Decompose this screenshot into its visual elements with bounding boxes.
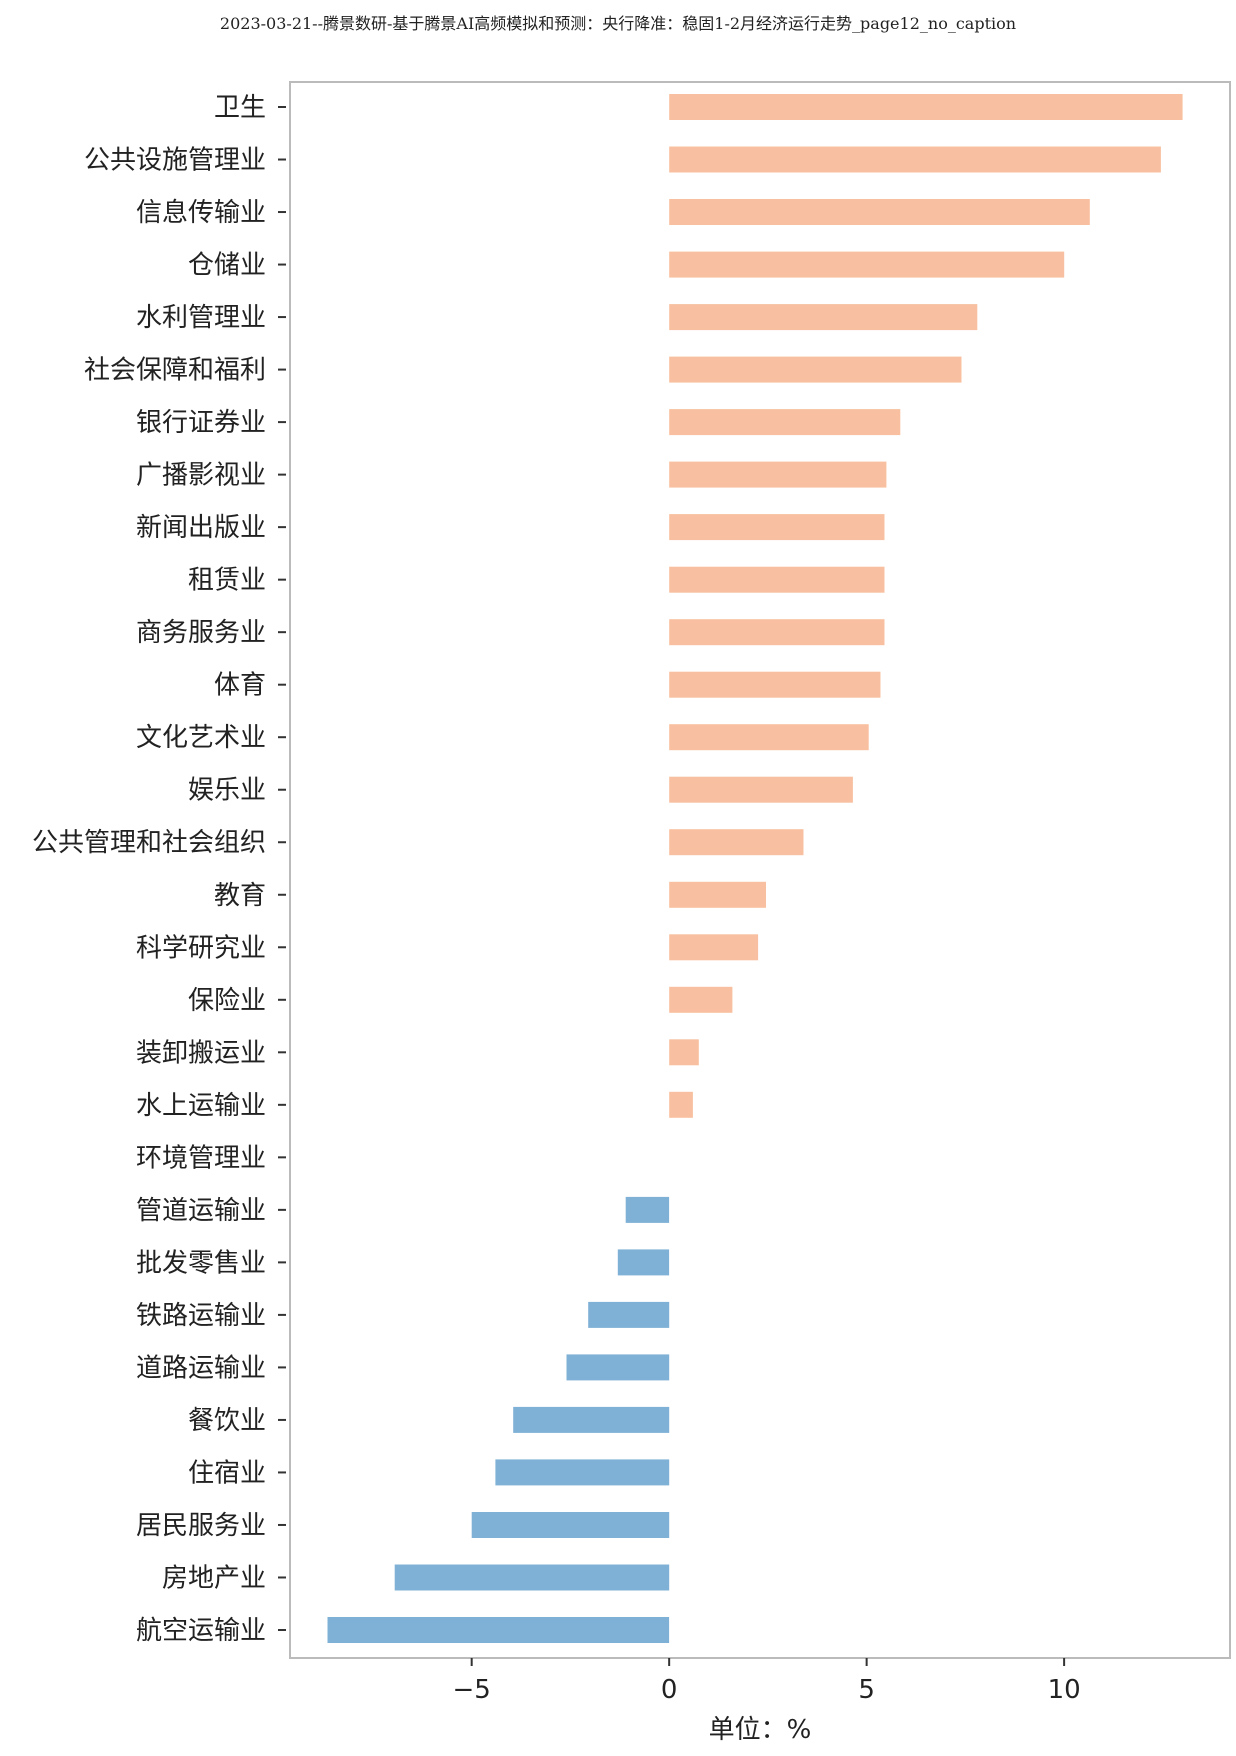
category-label: 娱乐业: [188, 776, 266, 806]
bars-layer: [327, 94, 1183, 1643]
category-label: 公共管理和社会组织: [32, 828, 266, 858]
category-label: 社会保障和福利: [84, 356, 266, 386]
bar-22: [625, 1196, 670, 1223]
bar-12: [669, 671, 881, 698]
bar-7: [669, 409, 901, 436]
category-label: 科学研究业: [136, 933, 266, 963]
category-label: 教育: [214, 881, 266, 911]
bar-17: [669, 934, 759, 961]
bar-1: [669, 94, 1183, 120]
category-label: 商务服务业: [136, 618, 266, 648]
bar-14: [669, 776, 853, 803]
category-label: 铁路运输业: [136, 1301, 266, 1331]
bar-20: [669, 1091, 693, 1118]
category-label: 体育: [214, 671, 266, 701]
category-label: 住宿业: [188, 1458, 266, 1488]
category-label: 广播影视业: [136, 461, 266, 491]
bar-9: [669, 514, 885, 541]
category-label: 银行证券业: [136, 408, 266, 438]
bar-13: [669, 724, 869, 751]
category-label: 房地产业: [162, 1563, 266, 1593]
bar-25: [566, 1354, 670, 1381]
x-tick-label: 10: [1048, 1675, 1081, 1705]
category-label: 航空运输业: [136, 1616, 266, 1646]
category-label: 文化艺术业: [136, 723, 266, 753]
category-label: 道路运输业: [136, 1353, 266, 1383]
bar-19: [669, 1039, 699, 1066]
category-label: 仓储业: [188, 251, 266, 281]
category-label: 租赁业: [188, 566, 266, 596]
category-labels: 卫生公共设施管理业信息传输业仓储业水利管理业社会保障和福利银行证券业广播影视业新…: [32, 93, 286, 1646]
category-label: 公共设施管理业: [84, 146, 266, 176]
bar-26: [513, 1406, 670, 1433]
plot-frame: [289, 81, 1231, 1659]
bar-27: [495, 1459, 670, 1486]
x-axis-label: 单位：%: [709, 1715, 812, 1745]
bar-24: [588, 1301, 670, 1328]
bar-29: [394, 1564, 670, 1591]
category-label: 新闻出版业: [136, 513, 266, 543]
category-label: 管道运输业: [136, 1196, 266, 1226]
category-label: 批发零售业: [136, 1248, 266, 1278]
x-tick-label: −5: [453, 1675, 491, 1705]
bar-6: [669, 356, 962, 383]
bar-4: [669, 251, 1065, 278]
bar-28: [471, 1512, 670, 1538]
x-axis: −5 0 5 10: [453, 1658, 1081, 1705]
bar-8: [669, 461, 887, 488]
bar-10: [669, 566, 885, 593]
category-label: 卫生: [214, 93, 266, 123]
bar-15: [669, 829, 804, 856]
bar-23: [617, 1249, 670, 1276]
bar-18: [669, 986, 733, 1013]
category-label: 水上运输业: [136, 1091, 266, 1121]
category-label: 水利管理业: [136, 303, 266, 333]
category-label: 信息传输业: [136, 198, 266, 228]
bar-3: [669, 199, 1090, 225]
category-label: 保险业: [188, 986, 266, 1016]
category-label: 居民服务业: [136, 1511, 266, 1541]
bar-5: [669, 304, 978, 331]
bar-16: [669, 881, 766, 908]
page-title: 2023-03-21--腾景数研-基于腾景AI高频模拟和预测：央行降准：稳固1-…: [219, 14, 1017, 33]
bar-30: [327, 1617, 670, 1643]
x-tick-label: 5: [858, 1675, 875, 1705]
bar-11: [669, 619, 885, 646]
category-label: 餐饮业: [188, 1406, 266, 1436]
x-tick-label: 0: [661, 1675, 678, 1705]
category-label: 装卸搬运业: [136, 1038, 266, 1068]
category-label: 环境管理业: [136, 1143, 266, 1173]
bar-2: [669, 146, 1161, 173]
